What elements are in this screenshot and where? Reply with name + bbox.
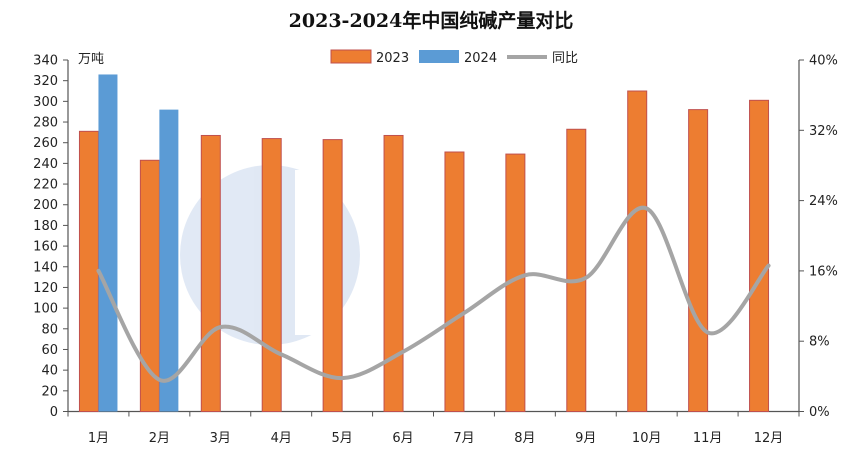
y-tick-label: 240 <box>33 157 58 172</box>
y-tick-label: 40 <box>41 364 58 379</box>
bar-2023-5月 <box>323 140 342 412</box>
bar-2023-7月 <box>445 152 464 411</box>
x-tick-label: 5月 <box>331 431 352 446</box>
y2-tick-label: 24% <box>809 194 838 209</box>
y2-tick-label: 16% <box>809 264 838 279</box>
y-tick-label: 200 <box>33 198 58 213</box>
y-tick-label: 100 <box>33 302 58 317</box>
y-tick-label: 280 <box>33 116 58 131</box>
x-tick-label: 6月 <box>392 431 413 446</box>
y2-tick-label: 0% <box>809 405 830 420</box>
bar-2023-3月 <box>201 135 220 411</box>
y-tick-label: 140 <box>33 260 58 275</box>
y-tick-label: 260 <box>33 136 58 151</box>
x-tick-label: 1月 <box>88 431 109 446</box>
bar-2024-1月 <box>98 74 117 411</box>
bar-2024-2月 <box>159 110 178 412</box>
x-tick-label: 9月 <box>575 431 596 446</box>
bar-2023-10月 <box>628 91 647 411</box>
y-tick-label: 180 <box>33 219 58 234</box>
y-tick-label: 340 <box>33 54 58 69</box>
bar-2023-4月 <box>262 139 281 412</box>
chart-title: 2023-2024年中国纯碱产量对比 <box>289 9 574 32</box>
y-tick-label: 120 <box>33 281 58 296</box>
legend: 2023 2024 同比 <box>331 50 578 66</box>
y-tick-label: 160 <box>33 240 58 255</box>
legend-label: 2024 <box>464 51 497 66</box>
y2-tick-label: 40% <box>809 54 838 69</box>
y-tick-label: 20 <box>41 384 58 399</box>
y-axis-unit-label: 万吨 <box>78 52 104 67</box>
y-tick-label: 300 <box>33 95 58 110</box>
x-tick-label: 12月 <box>754 431 784 446</box>
x-tick-label: 7月 <box>453 431 474 446</box>
legend-swatch-2023 <box>331 50 371 63</box>
y-tick-label: 320 <box>33 74 58 89</box>
y-tick-label: 0 <box>50 405 58 420</box>
x-tick-label: 4月 <box>271 431 292 446</box>
bar-2023-9月 <box>567 129 586 411</box>
bar-2023-1月 <box>79 131 98 411</box>
legend-swatch-2024 <box>419 50 459 63</box>
x-tick-label: 3月 <box>210 431 231 446</box>
legend-label: 2023 <box>376 51 409 66</box>
bar-2023-11月 <box>689 110 708 412</box>
x-tick-label: 10月 <box>632 431 662 446</box>
y2-tick-label: 8% <box>809 335 830 350</box>
y2-tick-label: 32% <box>809 124 838 139</box>
legend-label: 同比 <box>552 51 578 66</box>
x-tick-label: 11月 <box>693 431 723 446</box>
bar-2023-6月 <box>384 135 403 411</box>
bar-2023-12月 <box>750 100 769 411</box>
y-tick-label: 220 <box>33 178 58 193</box>
x-tick-label: 8月 <box>514 431 535 446</box>
y-tick-label: 80 <box>41 322 58 337</box>
y-tick-label: 60 <box>41 343 58 358</box>
x-tick-label: 2月 <box>149 431 170 446</box>
